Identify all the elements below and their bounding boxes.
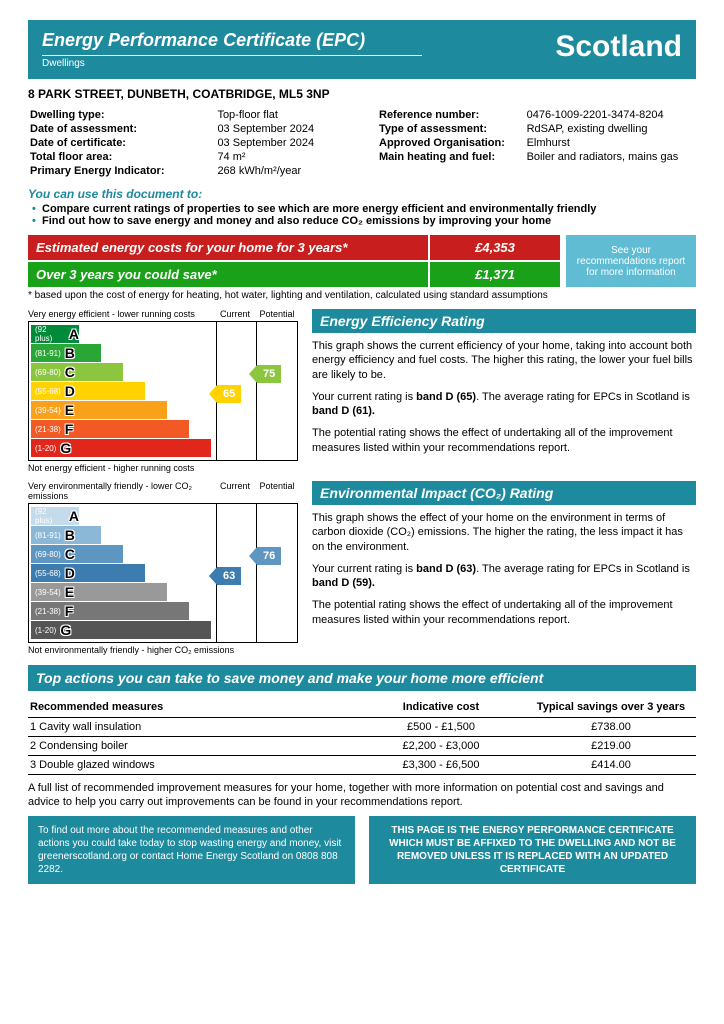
ee-col-potential: Potential	[256, 309, 298, 319]
header-country: Scotland	[555, 30, 682, 64]
detail-key: Approved Organisation:	[379, 137, 525, 149]
ee-chart-bot-caption: Not energy efficient - higher running co…	[28, 463, 298, 473]
detail-val: Top-floor flat	[217, 109, 345, 121]
table-row: 3 Double glazed windows£3,300 - £6,500£4…	[28, 756, 696, 775]
rating-band-a: (92 plus)A	[31, 507, 79, 525]
rating-band-a: (92 plus)A	[31, 325, 79, 343]
detail-key: Total floor area:	[30, 151, 215, 163]
ee-chart-top-caption: Very energy efficient - lower running co…	[28, 309, 214, 319]
header-title: Energy Performance Certificate (EPC)	[42, 30, 422, 51]
detail-val: 268 kWh/m²/year	[217, 165, 345, 177]
actions-col: Indicative cost	[356, 697, 526, 718]
rating-band-d: (55-68)D	[31, 564, 145, 582]
detail-val: Boiler and radiators, mains gas	[527, 151, 694, 163]
ei-rating-text: Environmental Impact (CO₂) Rating This g…	[312, 481, 696, 655]
ei-rating-section: Very environmentally friendly - lower CO…	[28, 481, 696, 655]
rating-band-e: (39-54)E	[31, 401, 167, 419]
detail-key: Date of assessment:	[30, 123, 215, 135]
details-right-table: Reference number:0476-1009-2201-3474-820…	[377, 107, 696, 165]
actions-heading: Top actions you can take to save money a…	[28, 665, 696, 691]
detail-key: Primary Energy Indicator:	[30, 165, 215, 177]
cost-save-label: Over 3 years you could save*	[28, 262, 428, 287]
ee-col-current: Current	[214, 309, 256, 319]
ei-p2: Your current rating is band D (63). The …	[312, 562, 696, 591]
rating-band-b: (81-91)B	[31, 526, 101, 544]
rating-band-c: (69-80)C	[31, 363, 123, 381]
detail-key: Main heating and fuel:	[379, 151, 525, 163]
ee-rating-text: Energy Efficiency Rating This graph show…	[312, 309, 696, 473]
detail-val: 03 September 2024	[217, 123, 345, 135]
cost-estimate-bar: Estimated energy costs for your home for…	[28, 235, 560, 260]
ei-rating-heading: Environmental Impact (CO₂) Rating	[312, 481, 696, 505]
details-left-table: Dwelling type:Top-floor flatDate of asse…	[28, 107, 347, 179]
ei-chart: Very environmentally friendly - lower CO…	[28, 481, 298, 655]
rating-band-g: (1-20)G	[31, 439, 211, 457]
ee-p2: Your current rating is band D (65). The …	[312, 390, 696, 419]
actions-table: Recommended measuresIndicative costTypic…	[28, 697, 696, 775]
rating-arrow: 75	[249, 365, 281, 383]
ee-rating-heading: Energy Efficiency Rating	[312, 309, 696, 333]
actions-col: Recommended measures	[28, 697, 356, 718]
cost-row: Estimated energy costs for your home for…	[28, 235, 696, 287]
ee-p3: The potential rating shows the effect of…	[312, 426, 696, 455]
ei-p1: This graph shows the effect of your home…	[312, 511, 696, 554]
detail-key: Type of assessment:	[379, 123, 525, 135]
detail-val: 74 m²	[217, 151, 345, 163]
cost-estimate-label: Estimated energy costs for your home for…	[28, 235, 428, 260]
cost-estimate-value: £4,353	[430, 235, 560, 260]
rating-band-f: (21-38)F	[31, 420, 189, 438]
details-row: Dwelling type:Top-floor flatDate of asse…	[28, 107, 696, 179]
header-subtitle: Dwellings	[42, 55, 422, 69]
ei-p3: The potential rating shows the effect of…	[312, 598, 696, 627]
rating-band-c: (69-80)C	[31, 545, 123, 563]
cost-side-note: See your recommendations report for more…	[566, 235, 696, 287]
cost-save-bar: Over 3 years you could save* £1,371	[28, 262, 560, 287]
ee-chart: Very energy efficient - lower running co…	[28, 309, 298, 473]
ei-chart-top-caption: Very environmentally friendly - lower CO…	[28, 481, 214, 501]
use-list: Compare current ratings of properties to…	[32, 203, 696, 227]
bottom-boxes: To find out more about the recommended m…	[28, 816, 696, 884]
detail-val: 03 September 2024	[217, 137, 345, 149]
detail-val: 0476-1009-2201-3474-8204	[527, 109, 694, 121]
detail-val: Elmhurst	[527, 137, 694, 149]
use-item: Find out how to save energy and money an…	[32, 215, 696, 227]
cost-footnote: * based upon the cost of energy for heat…	[28, 290, 696, 301]
table-row: 1 Cavity wall insulation£500 - £1,500£73…	[28, 718, 696, 737]
detail-val: RdSAP, existing dwelling	[527, 123, 694, 135]
cost-save-value: £1,371	[430, 262, 560, 287]
rating-band-e: (39-54)E	[31, 583, 167, 601]
table-row: 2 Condensing boiler£2,200 - £3,000£219.0…	[28, 737, 696, 756]
header-bar: Energy Performance Certificate (EPC) Dwe…	[28, 20, 696, 79]
ei-chart-bot-caption: Not environmentally friendly - higher CO…	[28, 645, 298, 655]
rating-band-d: (55-68)D	[31, 382, 145, 400]
rating-arrow: 65	[209, 385, 241, 403]
use-item: Compare current ratings of properties to…	[32, 203, 696, 215]
detail-key: Dwelling type:	[30, 109, 215, 121]
rating-band-b: (81-91)B	[31, 344, 101, 362]
property-address: 8 PARK STREET, DUNBETH, COATBRIDGE, ML5 …	[28, 87, 696, 101]
rating-band-f: (21-38)F	[31, 602, 189, 620]
actions-col: Typical savings over 3 years	[526, 697, 696, 718]
ee-p1: This graph shows the current efficiency …	[312, 339, 696, 382]
rating-arrow: 76	[249, 547, 281, 565]
ee-rating-section: Very energy efficient - lower running co…	[28, 309, 696, 473]
bottom-left-box: To find out more about the recommended m…	[28, 816, 355, 884]
detail-key: Reference number:	[379, 109, 525, 121]
ei-col-potential: Potential	[256, 481, 298, 501]
actions-note: A full list of recommended improvement m…	[28, 781, 696, 810]
rating-band-g: (1-20)G	[31, 621, 211, 639]
bottom-right-box: THIS PAGE IS THE ENERGY PERFORMANCE CERT…	[369, 816, 696, 884]
ei-col-current: Current	[214, 481, 256, 501]
use-heading: You can use this document to:	[28, 187, 696, 201]
detail-key: Date of certificate:	[30, 137, 215, 149]
rating-arrow: 63	[209, 567, 241, 585]
